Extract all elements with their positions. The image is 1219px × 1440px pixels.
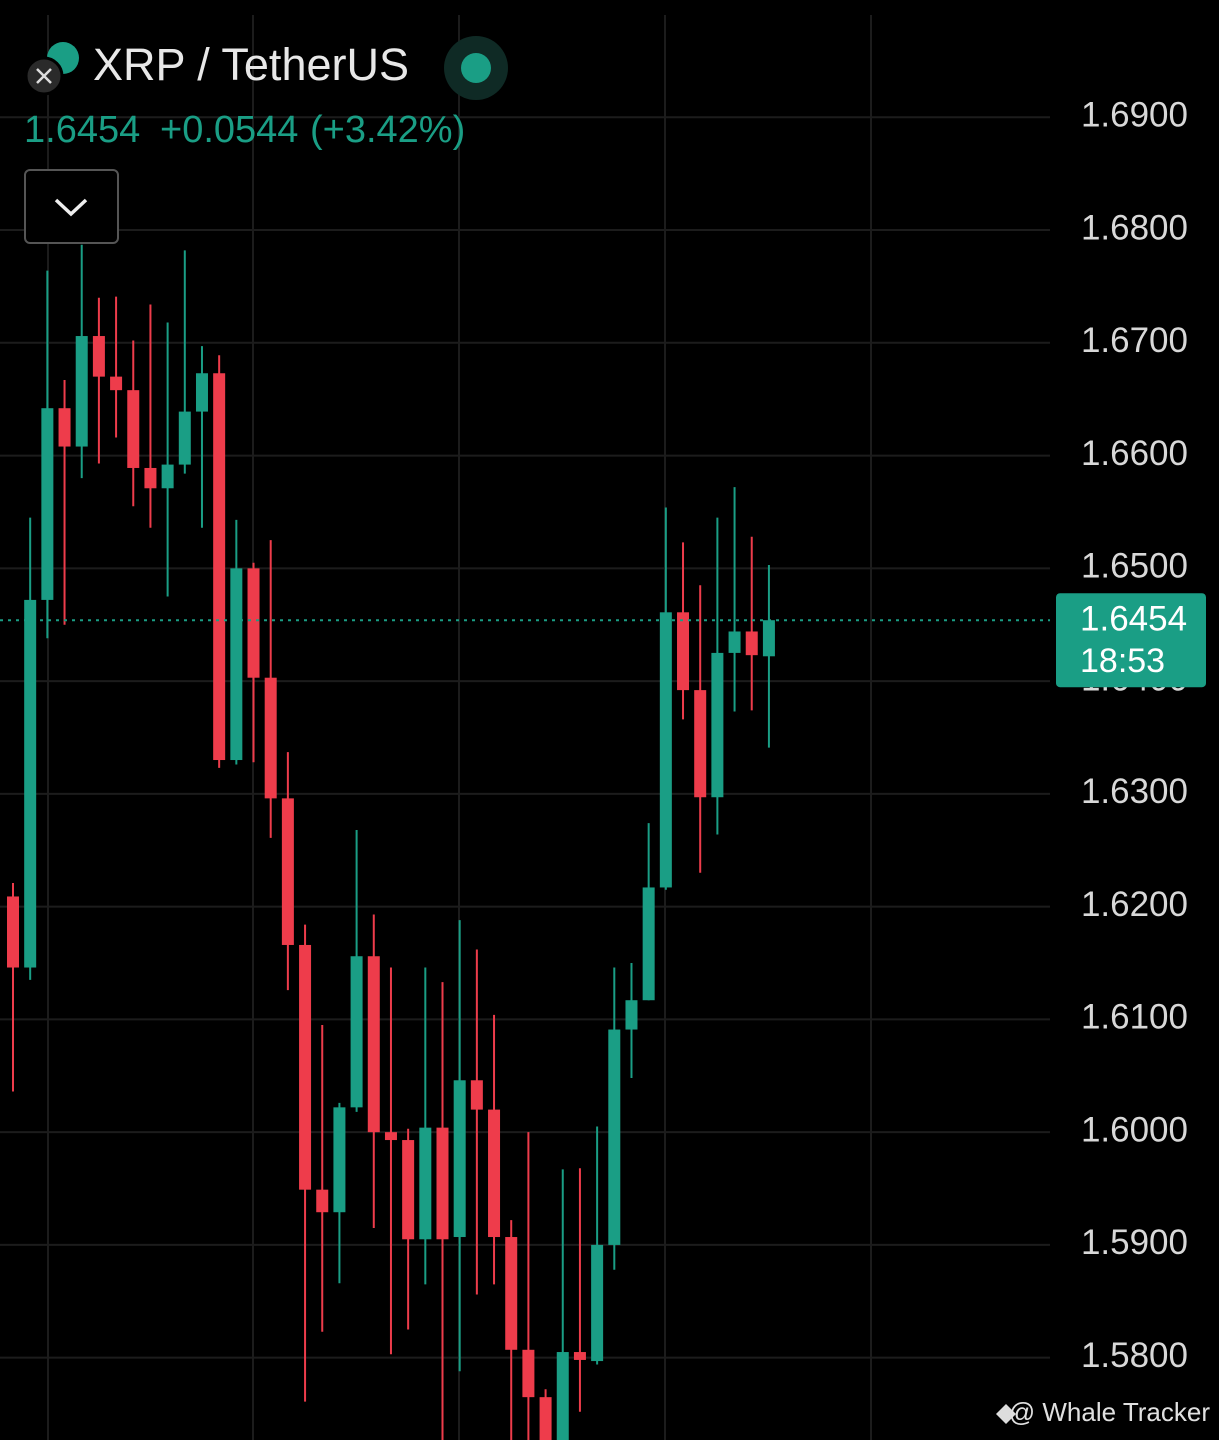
candle-body: [24, 599, 37, 968]
watermark-icon: [996, 1404, 1016, 1424]
candle-body: [402, 1140, 415, 1240]
candle-body: [556, 1352, 569, 1440]
dropdown-button[interactable]: [24, 169, 119, 244]
watermark: @ Whale Tracker: [1009, 1397, 1211, 1427]
candle-body: [470, 1080, 483, 1110]
candle-body: [419, 1127, 432, 1240]
candle-body: [195, 373, 208, 412]
candle-body: [453, 1080, 466, 1238]
candle-body: [625, 1000, 638, 1030]
candle-body: [333, 1107, 346, 1213]
candle-body: [677, 612, 690, 691]
candle-body: [488, 1109, 501, 1238]
y-tick-label: 1.6200: [1081, 885, 1188, 924]
header-change: +0.0544: [160, 109, 298, 151]
candle-body: [213, 373, 226, 761]
y-tick-label: 1.6500: [1081, 547, 1188, 586]
candle-body: [110, 376, 123, 391]
candle-body: [539, 1397, 552, 1440]
candle-body: [178, 411, 191, 465]
y-tick-label: 1.6300: [1081, 772, 1188, 811]
candles-layer: [7, 244, 775, 1440]
grid-layer: 1.69001.68001.67001.66001.65001.64001.63…: [0, 96, 1188, 1375]
y-tick-label: 1.6000: [1081, 1110, 1188, 1149]
candle-body: [384, 1132, 397, 1141]
candle-body: [608, 1029, 621, 1245]
candle-body: [144, 467, 157, 489]
candle-body: [711, 652, 724, 798]
header-change-pct: (+3.42%): [310, 109, 465, 151]
candle-body: [350, 956, 363, 1108]
candle-body: [505, 1237, 518, 1350]
candle-body: [745, 631, 758, 656]
candle-body: [247, 568, 260, 678]
candle-body: [573, 1352, 586, 1360]
candle-body: [728, 631, 741, 653]
candle-body: [522, 1349, 535, 1398]
candle-body: [281, 798, 294, 945]
candle-body: [762, 620, 775, 657]
y-tick-label: 1.6100: [1081, 998, 1188, 1037]
candle-body: [316, 1189, 329, 1213]
candle-body: [41, 408, 54, 600]
y-tick-label: 1.6900: [1081, 96, 1188, 135]
candle-body: [127, 390, 140, 468]
candle-body: [367, 956, 380, 1133]
price-tag-countdown: 18:53: [1080, 642, 1165, 680]
candle-body: [75, 336, 88, 447]
y-tick-label: 1.5800: [1081, 1336, 1188, 1375]
dropdown-icon: [54, 198, 88, 217]
candle-body: [642, 887, 655, 1001]
candle-body: [694, 690, 707, 798]
candle-body: [230, 568, 243, 761]
symbol-title: XRP / TetherUS: [93, 39, 409, 90]
candle-body: [299, 944, 312, 1190]
overlay-layer: 1.6454 18:53: [0, 593, 1206, 688]
y-tick-label: 1.6700: [1081, 321, 1188, 360]
candle-body: [58, 408, 71, 447]
status-dot: [461, 53, 491, 83]
candle-body: [7, 896, 19, 968]
candle-body: [436, 1127, 449, 1240]
candle-body: [161, 464, 174, 489]
candle-body: [591, 1244, 604, 1362]
y-tick-label: 1.6600: [1081, 434, 1188, 473]
close-icon: [36, 68, 52, 84]
header-price: 1.6454: [24, 109, 140, 151]
candle-body: [659, 612, 672, 888]
candle-body: [264, 677, 277, 799]
candle-body: [92, 336, 105, 377]
price-tag-value: 1.6454: [1080, 599, 1187, 638]
y-tick-label: 1.6800: [1081, 208, 1188, 247]
y-tick-label: 1.5900: [1081, 1223, 1188, 1262]
price-tag: [1056, 593, 1206, 688]
